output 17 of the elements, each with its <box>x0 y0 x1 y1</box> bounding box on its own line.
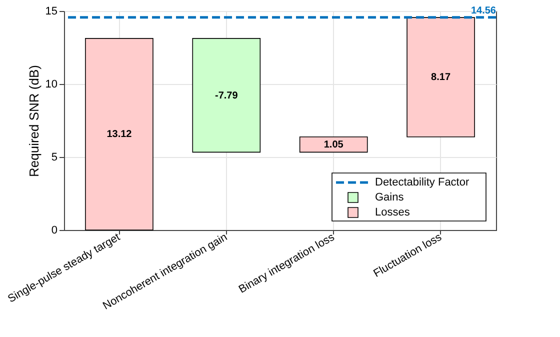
legend-label: Losses <box>375 206 410 218</box>
bar <box>192 38 261 153</box>
data-label: 13.12 <box>106 129 132 140</box>
bar <box>406 17 475 138</box>
bar <box>85 38 154 230</box>
y-tick-label: 0 <box>51 224 58 236</box>
y-tick-label: 5 <box>51 152 58 164</box>
annotation: 14.56 <box>470 5 496 16</box>
y-tick-label: 15 <box>45 6 58 18</box>
data-label: -7.79 <box>215 90 238 102</box>
data-label: 1.05 <box>324 140 344 151</box>
bar <box>299 136 368 153</box>
y-axis-title: Required SNR (dB) <box>26 65 42 177</box>
data-label: 8.17 <box>431 72 451 84</box>
legend-label: Detectability Factor <box>375 176 470 188</box>
legend-label: Gains <box>375 192 404 204</box>
y-tick-label: 10 <box>45 78 58 90</box>
